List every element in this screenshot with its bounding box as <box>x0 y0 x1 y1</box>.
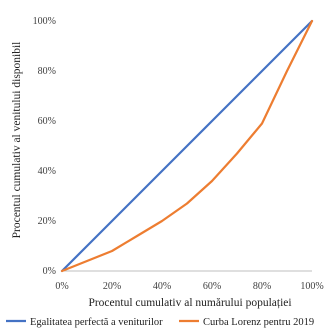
x-tick-label-3: 60% <box>203 281 221 292</box>
legend-label-lorenz-curve-2019: Curba Lorenz pentru 2019 <box>203 317 314 328</box>
legend: Egalitatea perfectă a veniturilor Curba … <box>6 317 314 328</box>
plot-area <box>60 19 314 273</box>
y-tick-label-1: 20% <box>38 216 56 227</box>
x-tick-label-1: 20% <box>103 281 121 292</box>
y-axis-title: Procentul cumulativ al venitului disponi… <box>11 42 23 239</box>
y-tick-label-5: 100% <box>33 16 56 27</box>
y-tick-label-3: 60% <box>38 116 56 127</box>
legend-label-perfect-equality: Egalitatea perfectă a veniturilor <box>30 317 163 328</box>
y-tick-label-4: 80% <box>38 66 56 77</box>
y-tick-label-0: 0% <box>43 266 56 277</box>
x-axis-title: Procentul cumulativ al numărului populaț… <box>88 297 291 309</box>
x-axis: 0% 20% 40% 60% 80% 100% <box>55 270 324 292</box>
series-line-lorenz-curve-2019 <box>60 19 314 273</box>
y-tick-label-2: 40% <box>38 166 56 177</box>
y-axis: 0% 20% 40% 60% 80% 100% <box>33 16 56 277</box>
x-tick-label-0: 0% <box>55 281 68 292</box>
x-tick-label-4: 80% <box>253 281 271 292</box>
x-tick-label-5: 100% <box>300 281 323 292</box>
x-tick-label-2: 40% <box>153 281 171 292</box>
series-line-perfect-equality <box>60 19 314 273</box>
